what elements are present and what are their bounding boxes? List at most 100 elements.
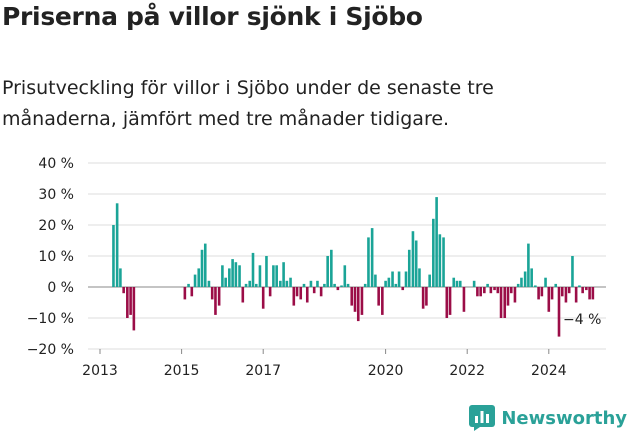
chart-title: Priserna på villor sjönk i Sjöbo [2, 2, 423, 31]
bar [574, 287, 578, 303]
bar [336, 287, 340, 291]
bar [350, 287, 354, 306]
bar [564, 287, 568, 303]
bar [530, 268, 533, 287]
bar [363, 283, 367, 287]
bar [442, 237, 445, 287]
bar [370, 228, 374, 287]
bar [132, 287, 136, 331]
bar [115, 203, 119, 287]
bar [397, 271, 401, 287]
bar [509, 287, 513, 294]
bar [129, 287, 132, 315]
bar [534, 285, 537, 287]
bar [557, 287, 561, 337]
bar [319, 287, 323, 297]
bar [343, 265, 347, 287]
bar [384, 280, 387, 287]
newsworthy-brand[interactable]: Newsworthy [469, 405, 627, 431]
bar [486, 283, 489, 287]
bar [581, 287, 584, 294]
bar [326, 256, 329, 287]
bar [425, 287, 428, 306]
bar [527, 243, 530, 287]
bar [418, 268, 421, 287]
bar [445, 287, 449, 318]
bar [560, 287, 564, 297]
bar [537, 287, 540, 300]
bar [489, 287, 493, 294]
bar [452, 277, 456, 287]
bar [585, 287, 588, 291]
last-value-label: −4 % [563, 312, 601, 328]
bar [285, 280, 289, 287]
bar [367, 237, 370, 287]
bar [244, 283, 248, 287]
bar [210, 287, 214, 300]
bar [381, 287, 384, 315]
bar [282, 262, 285, 287]
bar [414, 240, 418, 287]
y-tick-label: 40 % [38, 156, 74, 172]
bar [295, 287, 299, 297]
bar [207, 280, 211, 287]
bar [309, 280, 313, 287]
bar [200, 249, 204, 287]
chart-subtitle: Prisutveckling för villor i Sjöbo under … [2, 77, 494, 130]
bar [119, 268, 122, 287]
y-tick-label: 20 % [38, 218, 74, 234]
bar [275, 265, 278, 287]
bar [421, 287, 425, 309]
bar [203, 243, 207, 287]
bar [112, 225, 115, 287]
x-tick-label: 2017 [245, 363, 281, 379]
bar [428, 274, 431, 287]
bar [499, 287, 503, 318]
bar [513, 287, 517, 303]
bar [374, 274, 377, 287]
bar [493, 287, 496, 291]
y-tick-label: 30 % [38, 187, 74, 203]
bar [268, 287, 272, 297]
bar [258, 265, 262, 287]
bar [571, 256, 574, 287]
newsworthy-logo-icon [469, 405, 496, 431]
bar [483, 287, 486, 294]
bar [333, 283, 336, 287]
bar [305, 287, 309, 303]
bar [330, 249, 333, 287]
bar [234, 262, 238, 287]
bar [316, 280, 319, 287]
bar [394, 283, 398, 287]
bar [353, 287, 357, 312]
y-tick-label: 0 % [47, 280, 74, 296]
bar [547, 287, 551, 312]
bar [588, 287, 591, 300]
bar [435, 197, 438, 287]
bar [479, 287, 482, 297]
bar [323, 283, 326, 287]
brand-name: Newsworthy [501, 407, 627, 429]
bar [360, 287, 364, 315]
bar [432, 218, 435, 287]
y-tick-label: −20 % [27, 342, 74, 358]
bar [554, 283, 558, 287]
bar [187, 283, 190, 287]
bar [356, 287, 360, 322]
bar [289, 277, 292, 287]
bar [254, 283, 258, 287]
bar [292, 287, 296, 306]
bar [377, 287, 380, 306]
bar [122, 287, 125, 294]
bar [183, 287, 187, 300]
bar [312, 287, 316, 294]
bar [455, 280, 459, 287]
bar [302, 283, 306, 287]
bar [197, 268, 201, 287]
bar [503, 287, 507, 318]
bar [251, 252, 255, 287]
bar [340, 285, 343, 287]
bar [411, 231, 415, 287]
bar [516, 283, 520, 287]
